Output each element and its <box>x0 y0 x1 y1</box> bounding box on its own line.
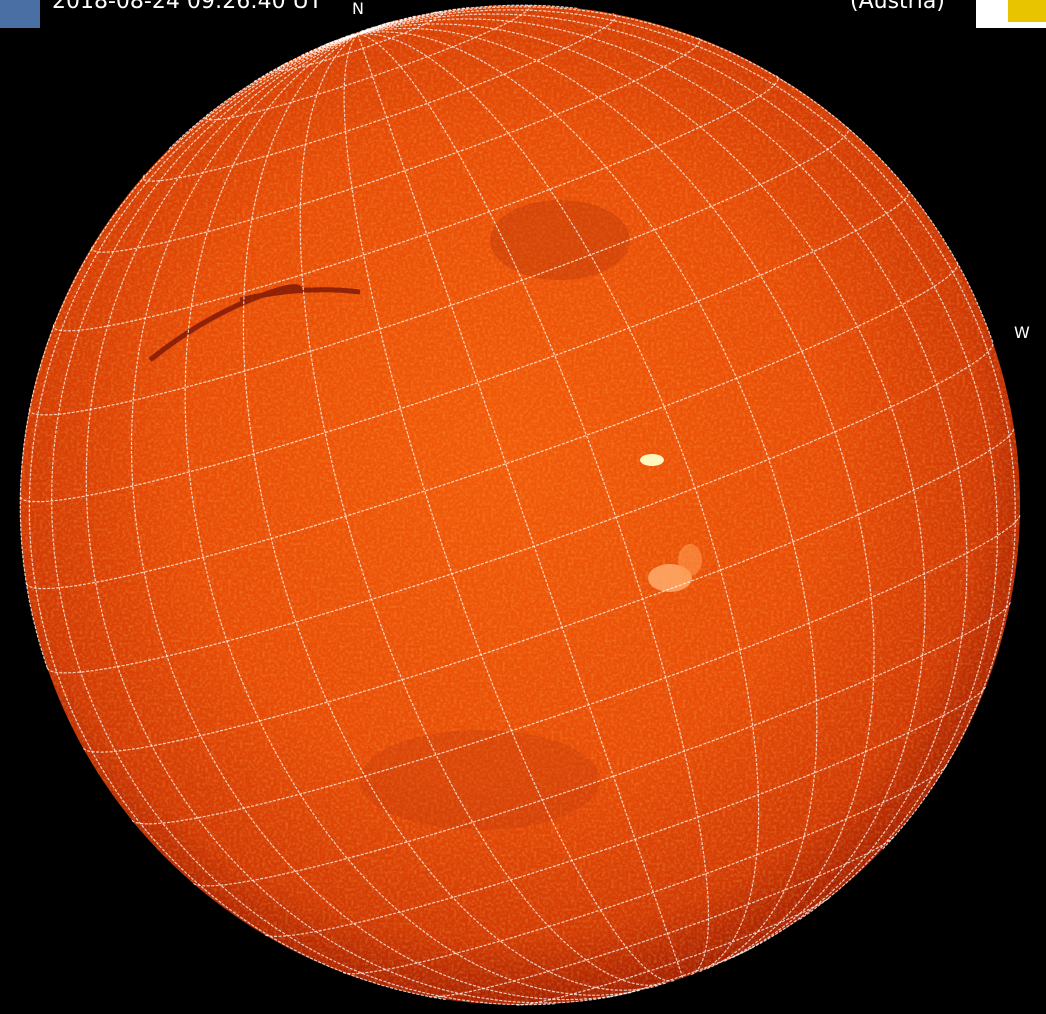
grid-line <box>357 23 926 959</box>
grid-line <box>357 29 364 35</box>
grid-line <box>357 9 1016 850</box>
north-label: N <box>352 0 364 18</box>
grid-line <box>28 127 850 416</box>
grid-line <box>357 33 710 976</box>
grid-line <box>357 13 999 920</box>
grid-line <box>28 33 446 1001</box>
logo-right-mark <box>1008 0 1046 22</box>
coordinate-grid <box>19 4 1021 1006</box>
grid-line <box>343 33 675 982</box>
grid-line <box>299 33 666 986</box>
grid-line <box>91 37 701 253</box>
logo-left <box>0 0 40 28</box>
grid-line <box>19 33 359 668</box>
location: (Austria) <box>850 0 945 14</box>
grid-line <box>50 33 555 1006</box>
grid-line <box>242 33 659 991</box>
grid-line <box>168 33 358 150</box>
grid-line <box>357 31 818 970</box>
grid-line <box>357 27 875 962</box>
grid-line <box>357 33 684 978</box>
grid-line <box>205 4 531 121</box>
timestamp: 2018-08-24 09:26:40 UT <box>52 0 323 14</box>
grid-line <box>357 18 968 949</box>
grid-line <box>130 33 632 1001</box>
grid-line <box>357 6 994 343</box>
grid-line <box>85 33 610 1004</box>
grid-line <box>52 75 779 332</box>
grid-line <box>357 33 760 973</box>
grid-line <box>184 33 640 996</box>
west-label: W <box>1014 323 1030 342</box>
